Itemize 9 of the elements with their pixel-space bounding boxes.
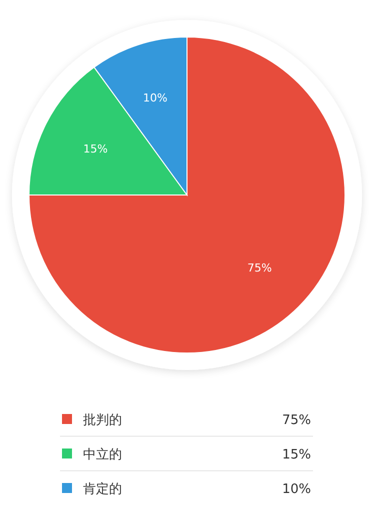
text: 15% bbox=[282, 448, 311, 462]
data-label: 75% bbox=[247, 262, 272, 275]
legend-label: 肯定的 bbox=[83, 482, 122, 497]
text: 10% bbox=[282, 482, 311, 497]
data-label: 15% bbox=[83, 142, 108, 156]
legend-label: 批判的 bbox=[83, 413, 122, 428]
data-label: 10% bbox=[143, 91, 168, 104]
legend-label: 中立的 bbox=[83, 446, 122, 462]
text: 75% bbox=[282, 413, 311, 428]
